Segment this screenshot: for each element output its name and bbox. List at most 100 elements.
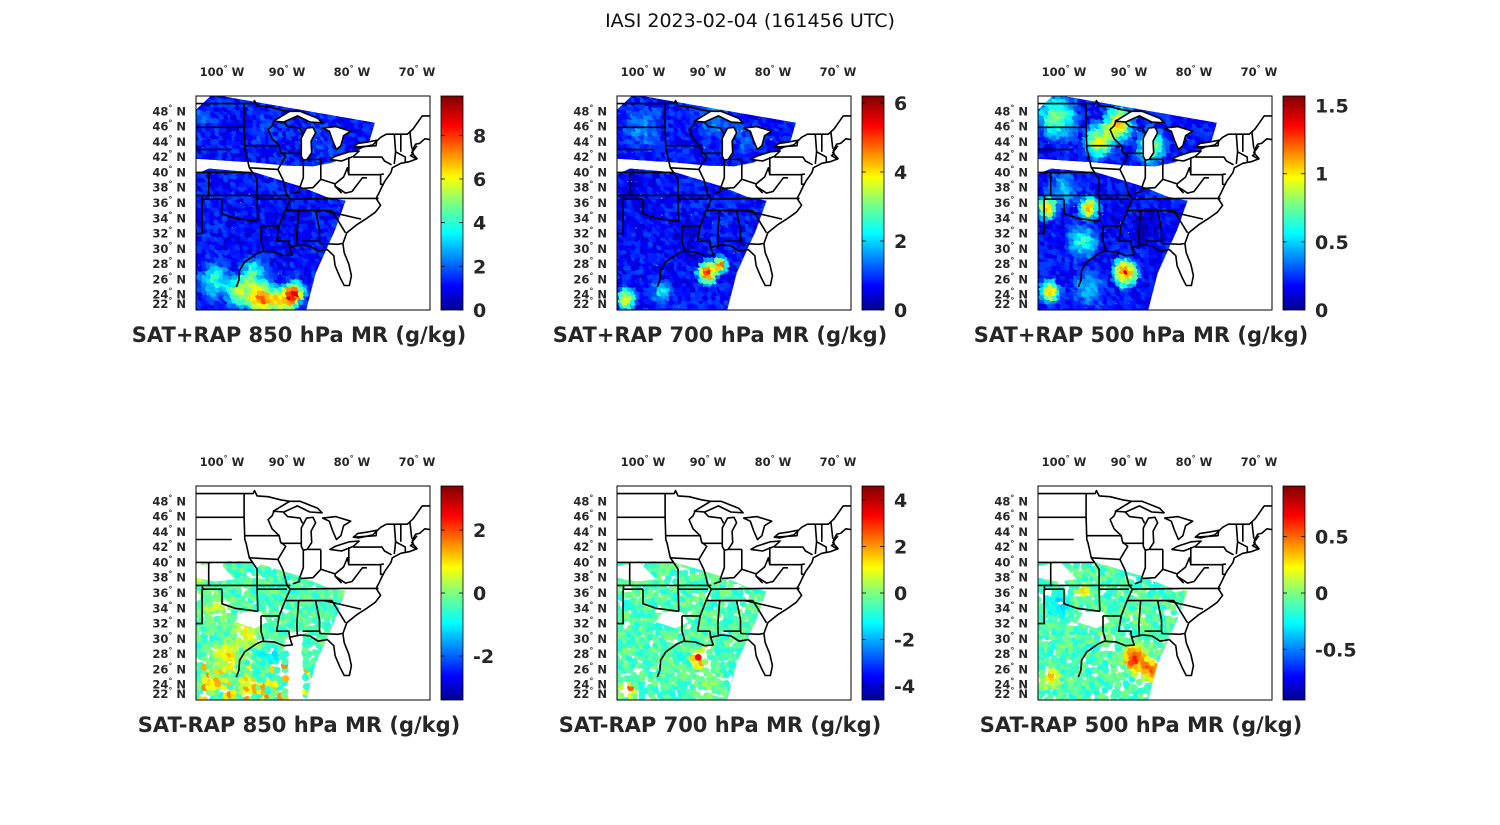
data-point [778, 296, 786, 304]
data-point [1123, 311, 1130, 318]
data-point [335, 255, 343, 263]
data-point [790, 149, 796, 157]
data-point [769, 103, 777, 111]
data-point [796, 91, 803, 98]
data-point [341, 298, 349, 306]
data-point [1212, 302, 1217, 310]
latitude-tick-label: 46° N [573, 119, 607, 134]
data-point [323, 130, 330, 138]
data-point [310, 108, 317, 116]
data-point [795, 146, 796, 154]
longitude-tick-label: 90° W [269, 64, 306, 79]
data-point [765, 204, 773, 212]
data-point [310, 310, 317, 317]
data-point [344, 96, 352, 104]
data-point [1186, 302, 1194, 310]
data-point [774, 298, 781, 306]
data-point [709, 166, 717, 174]
data-point [345, 307, 352, 310]
data-point [315, 305, 322, 310]
data-point [770, 176, 778, 184]
data-point [345, 204, 353, 212]
data-point [625, 162, 633, 170]
data-point [369, 115, 375, 123]
data-point [314, 281, 322, 289]
data-point [327, 167, 335, 175]
data-point [740, 293, 748, 300]
data-point [349, 96, 357, 104]
data-point [791, 256, 796, 264]
data-point [301, 96, 309, 99]
data-point [222, 162, 229, 170]
data-point [731, 288, 739, 296]
data-point [345, 311, 352, 318]
data-point [621, 159, 629, 167]
data-point [356, 96, 364, 103]
data-point [791, 188, 796, 195]
data-point [238, 163, 245, 171]
data-point [344, 208, 351, 216]
data-point [345, 184, 353, 192]
data-point [748, 280, 756, 288]
data-point [361, 210, 369, 218]
data-point [353, 290, 361, 297]
data-point [715, 311, 722, 318]
data-point [786, 261, 794, 268]
data-point [360, 159, 368, 167]
data-point [752, 311, 759, 318]
data-point [343, 104, 351, 112]
data-point [625, 272, 633, 280]
data-point [697, 285, 705, 293]
data-point [778, 260, 785, 268]
data-point [770, 209, 778, 216]
latitude-tick-label: 24° N [152, 287, 186, 302]
data-point [728, 309, 735, 310]
data-point [787, 201, 794, 209]
data-point [365, 225, 373, 233]
data-point [343, 218, 351, 226]
data-point [761, 268, 769, 276]
data-point [794, 259, 796, 267]
data-point [311, 96, 319, 99]
data-point [365, 238, 373, 246]
data-point [702, 311, 709, 318]
state-border [393, 134, 397, 165]
data-point [324, 293, 331, 301]
data-point [646, 222, 654, 230]
data-point [786, 227, 794, 235]
data-point [369, 311, 376, 318]
map-frame [195, 95, 431, 311]
data-point [689, 310, 696, 317]
data-point [310, 103, 317, 111]
data-point [293, 159, 300, 167]
data-point [327, 259, 335, 267]
data-point [1110, 309, 1118, 310]
data-point [765, 217, 773, 224]
data-point [1169, 309, 1177, 310]
data-point [356, 99, 364, 106]
data-point [251, 96, 258, 98]
data-point [748, 292, 756, 300]
longitude-tick-label: 100° W [621, 64, 666, 79]
data-point [635, 96, 643, 99]
data-point [366, 305, 374, 310]
data-point [728, 96, 735, 103]
data-point [341, 293, 348, 301]
data-point [244, 309, 251, 310]
data-point [635, 309, 643, 310]
data-point [1204, 310, 1211, 317]
data-point [1089, 311, 1096, 318]
latitude-tick-label: 44° N [152, 134, 186, 149]
data-point [235, 163, 243, 170]
data-point [765, 273, 772, 280]
data-point [356, 96, 364, 99]
data-point [773, 101, 781, 108]
data-point [727, 166, 735, 174]
data-point [735, 280, 743, 287]
data-point [298, 96, 306, 99]
data-point [684, 96, 692, 98]
data-point [306, 104, 313, 112]
data-point [752, 301, 759, 308]
data-point [714, 176, 721, 184]
data-point [794, 303, 796, 310]
